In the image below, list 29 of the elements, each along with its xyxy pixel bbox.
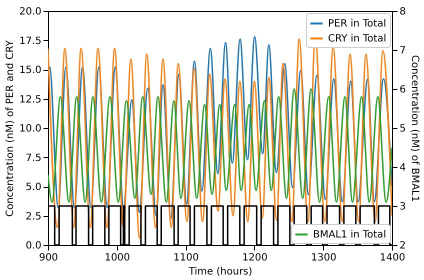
y-axis-title: Concentration (nM) of PER and CRY (5, 39, 16, 217)
x-tick-label: 1000 (104, 252, 130, 264)
x-tick-label: 1100 (173, 252, 199, 264)
legend-label: PER in Total (328, 18, 386, 30)
y-tick-label: 12.5 (19, 94, 42, 106)
y-tick-label: 5.0 (26, 182, 42, 193)
y-tick-label: 0.0 (26, 240, 42, 252)
y2-tick-label: 5 (400, 124, 406, 134)
x-tick-label: 1200 (242, 252, 268, 264)
x-tick-label: 1400 (380, 252, 406, 264)
y-tick-label: 20.0 (19, 6, 42, 18)
y2-tick-label: 2 (400, 240, 406, 252)
y2-axis-title: Concentration (nM) of BMAL1 (408, 55, 420, 202)
y-tick-label: 17.5 (19, 36, 42, 47)
y-tick-label: 2.5 (26, 211, 42, 222)
y2-tick-label: 4 (400, 162, 406, 174)
legend-label: BMAL1 in Total (313, 230, 386, 240)
x-axis-title: Time (hours) (188, 266, 252, 278)
y2-tick-label: 3 (400, 202, 406, 212)
y-tick-label: 15.0 (19, 65, 42, 76)
y-tick-label: 10.0 (19, 124, 42, 134)
line-series (48, 88, 392, 203)
legend-label: CRY in Total (328, 34, 386, 44)
x-tick-label: 1300 (310, 252, 336, 264)
y2-tick-label: 8 (400, 6, 406, 18)
x-tick-label: 900 (38, 252, 58, 264)
y2-tick-label: 7 (400, 46, 406, 56)
y-tick-label: 7.5 (26, 152, 42, 164)
y2-tick-label: 6 (400, 84, 406, 96)
